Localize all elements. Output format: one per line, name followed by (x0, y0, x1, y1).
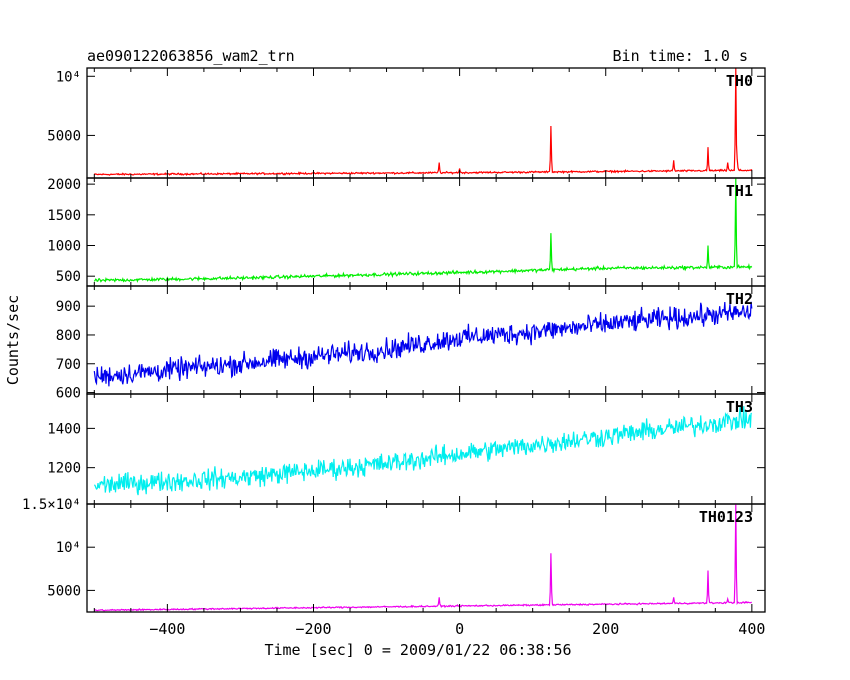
panel-frame (86, 503, 766, 613)
y-tick-label: 2000 (47, 177, 81, 193)
y-tick-label: 600 (56, 386, 81, 402)
series-th2 (93, 301, 753, 387)
panel-frame (86, 285, 766, 395)
panel-label-th0123: TH0123 (699, 508, 753, 526)
y-tick-label: 1500 (47, 208, 81, 224)
series-th0 (93, 68, 753, 177)
x-tick-label: −200 (295, 620, 331, 638)
x-tick-label: 0 (455, 620, 464, 638)
series-th0123 (93, 504, 752, 612)
panel-th1: 500 1000 1500 2000 TH1 (47, 177, 766, 287)
y-axis-label: Counts/sec (4, 295, 22, 385)
panel-frame (86, 393, 766, 505)
series-th1 (93, 178, 753, 283)
panel-th3: 1200 1400 TH3 (47, 393, 766, 505)
x-tick-label: 200 (592, 620, 619, 638)
y-tick-label: 1200 (47, 461, 81, 477)
x-axis-label: Time [sec] 0 = 2009/01/22 06:38:56 (264, 641, 571, 659)
panel-label-th0: TH0 (726, 72, 753, 90)
y-tick-label: 500 (56, 269, 81, 285)
y-tick-label: 1.5×10⁴ (22, 497, 81, 513)
panel-label-th1: TH1 (726, 182, 753, 200)
panel-th0: 5000 10⁴ TH0 (47, 67, 766, 179)
panel-frame (86, 67, 766, 179)
y-tick-label: 800 (56, 328, 81, 344)
x-tick-label: 400 (738, 620, 765, 638)
y-tick-label: 1000 (47, 239, 81, 255)
bin-time-label: Bin time: 1.0 s (613, 47, 748, 65)
y-tick-label: 1400 (47, 421, 81, 437)
y-tick-label: 900 (56, 299, 81, 315)
y-tick-label: 5000 (47, 128, 81, 144)
y-tick-label: 10⁴ (56, 540, 81, 556)
panel-label-th2: TH2 (726, 290, 753, 308)
y-tick-label: 10⁴ (56, 69, 81, 85)
panel-label-th3: TH3 (726, 398, 753, 416)
series-th3 (93, 406, 752, 496)
panel-th0123: 5000 10⁴ 1.5×10⁴ TH0123 (22, 497, 766, 613)
y-tick-label: 5000 (47, 583, 81, 599)
y-tick-label: 700 (56, 357, 81, 373)
x-tick-label: −400 (149, 620, 185, 638)
panel-th2: 600 700 800 900 TH2 (56, 285, 766, 402)
plot-title: ae090122063856_wam2_trn (87, 47, 295, 65)
